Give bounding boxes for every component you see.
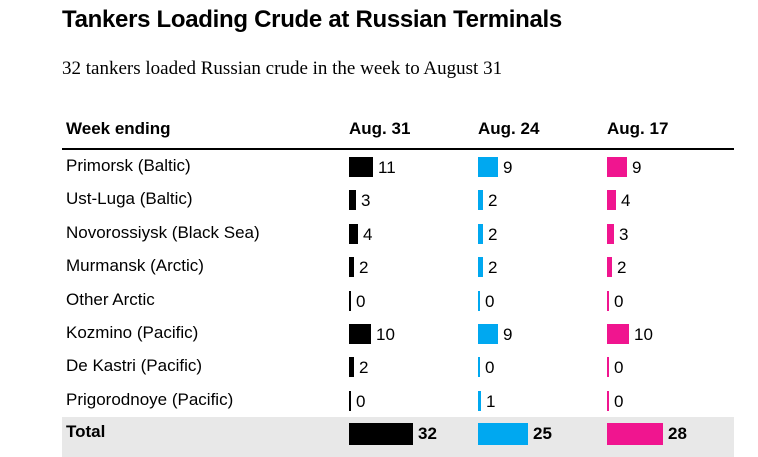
total-bar-aug17 (607, 423, 663, 445)
value-label-aug31: 3 (361, 191, 371, 210)
value-label-aug31: 11 (378, 158, 396, 177)
total-bar-aug24 (478, 423, 528, 445)
row-label: Ust-Luga (Baltic) (66, 189, 193, 208)
bar-aug17 (607, 324, 629, 344)
value-label-aug24: 9 (503, 325, 513, 344)
row-label: Primorsk (Baltic) (66, 156, 191, 175)
value-label-aug17: 0 (614, 358, 624, 377)
total-value-label-aug31: 32 (418, 424, 437, 443)
value-label-aug31: 2 (359, 358, 369, 377)
bar-aug17 (607, 157, 627, 177)
bar-aug24 (478, 291, 480, 311)
value-label-aug24: 2 (488, 258, 498, 277)
bar-aug17 (607, 224, 614, 244)
total-value-label-aug24: 25 (533, 424, 552, 443)
column-header-aug31: Aug. 31 (349, 119, 411, 138)
bar-aug17 (607, 391, 609, 411)
bar-aug31 (349, 190, 356, 210)
value-label-aug31: 10 (376, 325, 395, 344)
bar-aug17 (607, 291, 609, 311)
total-bar-aug31 (349, 423, 413, 445)
column-header-aug17: Aug. 17 (607, 119, 669, 138)
value-label-aug17: 3 (619, 225, 629, 244)
bar-aug31 (349, 224, 358, 244)
bar-aug24 (478, 324, 498, 344)
row-label: Prigorodnoye (Pacific) (66, 390, 234, 409)
header-divider (62, 148, 734, 150)
bar-aug24 (478, 157, 498, 177)
row-label: Kozmino (Pacific) (66, 323, 199, 342)
value-label-aug31: 2 (359, 258, 369, 277)
value-label-aug17: 0 (614, 292, 624, 311)
value-label-aug24: 0 (485, 358, 495, 377)
bar-aug31 (349, 391, 351, 411)
row-label: De Kastri (Pacific) (66, 356, 203, 375)
value-label-aug31: 0 (356, 292, 366, 311)
value-label-aug24: 2 (488, 191, 498, 210)
bar-aug17 (607, 190, 616, 210)
total-value-label-aug17: 28 (668, 424, 687, 443)
bar-aug24 (478, 357, 480, 377)
bar-aug17 (607, 357, 609, 377)
bar-aug24 (478, 391, 481, 411)
row-header: Week ending (66, 119, 171, 138)
bar-aug31 (349, 257, 354, 277)
bar-aug24 (478, 224, 483, 244)
value-label-aug31: 0 (356, 392, 366, 411)
bar-aug24 (478, 190, 483, 210)
value-label-aug24: 1 (486, 392, 496, 411)
value-label-aug17: 9 (632, 158, 642, 177)
row-label: Murmansk (Arctic) (66, 256, 204, 275)
chart-title: Tankers Loading Crude at Russian Termina… (62, 6, 562, 33)
value-label-aug24: 2 (488, 225, 498, 244)
value-label-aug24: 9 (503, 158, 513, 177)
bar-aug31 (349, 357, 354, 377)
total-row-label: Total (66, 422, 106, 441)
bar-aug17 (607, 257, 612, 277)
value-label-aug17: 0 (614, 392, 624, 411)
chart-subtitle: 32 tankers loaded Russian crude in the w… (62, 58, 503, 79)
column-header-aug24: Aug. 24 (478, 119, 540, 138)
bar-aug31 (349, 291, 351, 311)
value-label-aug17: 2 (617, 258, 627, 277)
value-label-aug17: 4 (621, 191, 631, 210)
value-label-aug17: 10 (634, 325, 653, 344)
bar-aug31 (349, 324, 371, 344)
row-label: Novorossiysk (Black Sea) (66, 223, 260, 242)
value-label-aug24: 0 (485, 292, 495, 311)
bar-aug24 (478, 257, 483, 277)
bar-aug31 (349, 157, 373, 177)
value-label-aug31: 4 (363, 225, 373, 244)
row-label: Other Arctic (66, 290, 155, 309)
